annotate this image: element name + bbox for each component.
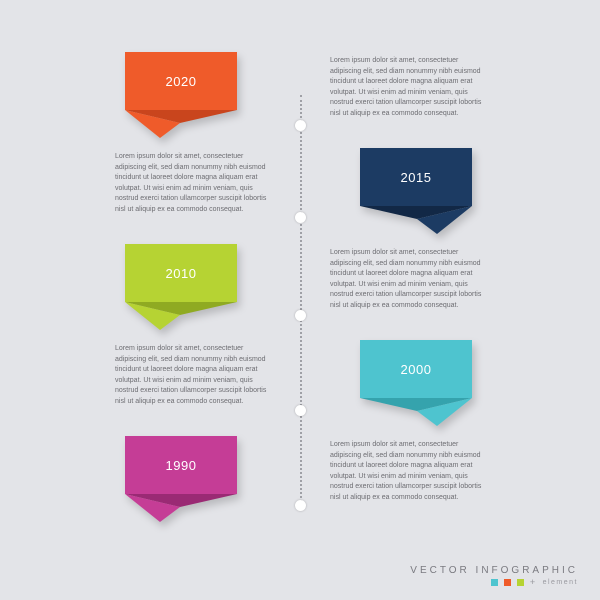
- swatch-icon: [504, 579, 511, 586]
- year-bubble-rect: 1990: [125, 436, 237, 494]
- timeline-dot: [295, 405, 306, 416]
- year-bubble-1990: 1990: [125, 436, 237, 494]
- year-bubble-rect: 2015: [360, 148, 472, 206]
- timeline-dot: [295, 212, 306, 223]
- bubble-tail-icon: [360, 206, 472, 234]
- bubble-tail-icon: [125, 302, 237, 330]
- year-bubble-2010: 2010: [125, 244, 237, 302]
- timeline-axis: [300, 95, 302, 510]
- item-description: Lorem ipsum dolor sit amet, consectetuer…: [115, 152, 270, 215]
- item-description: Lorem ipsum dolor sit amet, consectetuer…: [330, 440, 485, 503]
- bubble-tail-icon: [125, 110, 237, 138]
- bubble-tail-icon: [360, 398, 472, 426]
- item-description: Lorem ipsum dolor sit amet, consectetuer…: [330, 56, 485, 119]
- timeline-dot: [295, 120, 306, 131]
- year-bubble-2015: 2015: [360, 148, 472, 206]
- item-description: Lorem ipsum dolor sit amet, consectetuer…: [330, 248, 485, 311]
- swatch-icon: [491, 579, 498, 586]
- footer-branding: VECTOR INFOGRAPHIC + element: [410, 565, 578, 586]
- year-bubble-2020: 2020: [125, 52, 237, 110]
- infographic-canvas: 2020 Lorem ipsum dolor sit amet, consect…: [0, 0, 600, 600]
- year-bubble-rect: 2020: [125, 52, 237, 110]
- footer-title: VECTOR INFOGRAPHIC: [410, 565, 578, 576]
- plus-icon: +: [530, 579, 537, 586]
- timeline-dot: [295, 310, 306, 321]
- year-bubble-2000: 2000: [360, 340, 472, 398]
- footer-subtitle: + element: [410, 579, 578, 586]
- swatch-icon: [517, 579, 524, 586]
- timeline-dot: [295, 500, 306, 511]
- bubble-tail-icon: [125, 494, 237, 522]
- year-bubble-rect: 2000: [360, 340, 472, 398]
- footer-subtitle-text: element: [543, 579, 578, 586]
- year-bubble-rect: 2010: [125, 244, 237, 302]
- item-description: Lorem ipsum dolor sit amet, consectetuer…: [115, 344, 270, 407]
